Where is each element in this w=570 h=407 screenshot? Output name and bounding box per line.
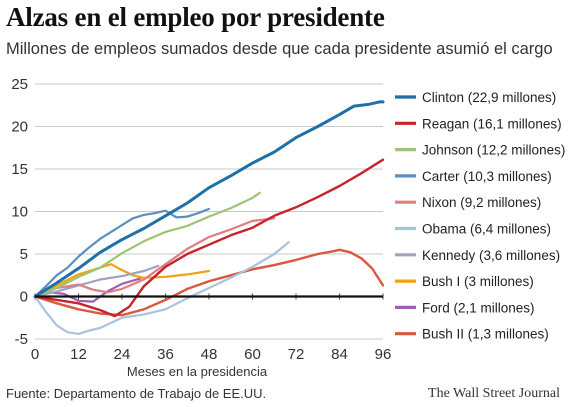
series-line-clinton xyxy=(33,100,385,298)
legend-label: Carter (10,3 millones) xyxy=(422,169,552,184)
source-note: Fuente: Departamento de Trabajo de EE.UU… xyxy=(6,386,267,401)
legend-label: Reagan (16,1 millones) xyxy=(422,116,562,131)
y-tick-label: -5 xyxy=(15,331,28,348)
x-tick-label: 48 xyxy=(201,346,218,363)
x-tick-label: 24 xyxy=(114,346,131,363)
legend-label: Bush II (1,3 millones) xyxy=(422,327,549,342)
y-axis-ticks: -5 0 5 10 15 20 25 xyxy=(11,76,28,348)
legend-label: Bush I (3 millones) xyxy=(422,274,534,289)
x-tick-label: 0 xyxy=(31,346,39,363)
x-axis-label: Meses en la presidencia xyxy=(127,364,268,379)
series-line-reagan xyxy=(33,158,385,318)
x-tick-label: 96 xyxy=(375,346,392,363)
series-lines xyxy=(33,100,385,335)
series-line-obama xyxy=(33,241,290,335)
series-line-nixon xyxy=(33,217,276,298)
legend-label: Johnson (12,2 millones) xyxy=(422,143,565,158)
y-tick-label: 5 xyxy=(20,246,28,263)
y-tick-label: 20 xyxy=(11,119,28,136)
series-line-johnson xyxy=(33,191,261,298)
publisher-credit: The Wall Street Journal xyxy=(428,386,560,401)
legend-label: Ford (2,1 millones) xyxy=(422,300,535,315)
x-tick-label: 72 xyxy=(288,346,305,363)
x-tick-label: 36 xyxy=(157,346,174,363)
x-tick-label: 84 xyxy=(331,346,348,363)
y-tick-label: 15 xyxy=(11,161,28,178)
gridlines xyxy=(35,83,383,340)
y-tick-label: 10 xyxy=(11,204,28,221)
legend-label: Clinton (22,9 millones) xyxy=(422,90,556,105)
legend-label: Obama (6,4 millones) xyxy=(422,222,551,237)
series-line-bush-i xyxy=(33,263,211,298)
y-tick-label: 25 xyxy=(11,76,28,93)
x-axis-ticks: 0 12 24 36 48 60 72 84 96 xyxy=(31,293,392,363)
legend-label: Kennedy (3,6 millones) xyxy=(422,248,560,263)
y-tick-label: 0 xyxy=(20,289,28,306)
chart-subtitle: Millones de empleos sumados desde que ca… xyxy=(6,40,553,58)
x-tick-label: 12 xyxy=(70,346,87,363)
x-tick-label: 60 xyxy=(244,346,261,363)
legend-label: Nixon (9,2 millones) xyxy=(422,195,541,210)
legend: Clinton (22,9 millones) Reagan (16,1 mill… xyxy=(395,90,565,342)
series-line-carter xyxy=(33,207,211,298)
series-line-kennedy xyxy=(33,264,160,298)
chart-title: Alzas en el empleo por presidente xyxy=(6,2,385,32)
